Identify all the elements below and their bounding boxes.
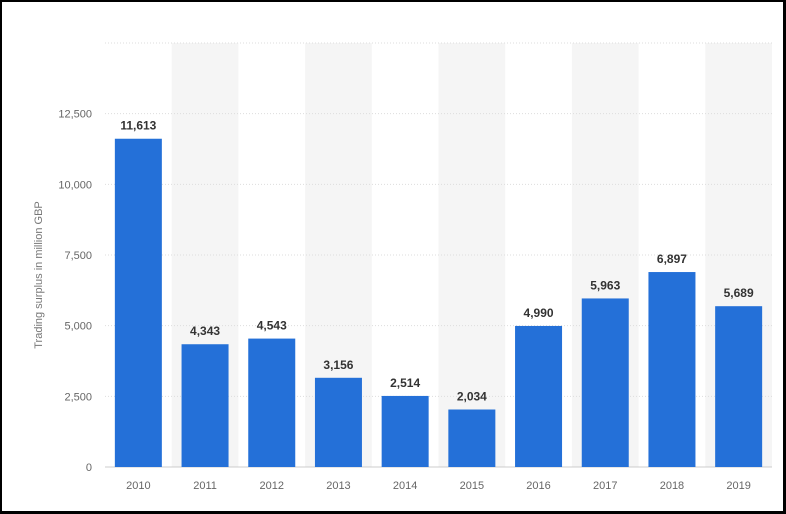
- data-label: 4,543: [257, 319, 287, 333]
- x-tick-label: 2018: [660, 480, 684, 492]
- data-label: 2,514: [390, 376, 420, 390]
- bar-2011: [181, 344, 229, 467]
- data-label: 2,034: [457, 390, 487, 404]
- x-tick-label: 2010: [126, 480, 150, 492]
- x-tick-label: 2013: [326, 480, 350, 492]
- bar-2019: [715, 306, 763, 467]
- data-label: 4,990: [524, 306, 554, 320]
- bar-2015: [448, 409, 496, 467]
- x-tick-label: 2017: [593, 480, 617, 492]
- y-tick-label: 7,500: [64, 250, 92, 262]
- bar-2018: [648, 272, 696, 467]
- y-axis-label: Trading surplus in million GBP: [33, 201, 45, 349]
- data-label: 5,963: [590, 278, 620, 292]
- bar-2016: [515, 325, 563, 467]
- data-label: 6,897: [657, 252, 687, 266]
- data-label: 5,689: [724, 286, 754, 300]
- data-label: 11,613: [120, 119, 156, 133]
- data-label: 3,156: [323, 358, 353, 372]
- x-tick-label: 2015: [460, 480, 484, 492]
- y-tick-label: 12,500: [58, 109, 92, 121]
- x-tick-label: 2012: [260, 480, 284, 492]
- bar-2017: [581, 298, 629, 467]
- y-tick-label: 10,000: [58, 179, 92, 191]
- x-tick-label: 2011: [193, 480, 217, 492]
- bar-2012: [248, 338, 296, 467]
- x-tick-label: 2019: [726, 480, 750, 492]
- y-tick-label: 5,000: [64, 321, 92, 333]
- y-tick-label: 0: [86, 462, 92, 474]
- y-tick-label: 2,500: [64, 391, 92, 403]
- bar-2013: [314, 377, 362, 467]
- x-tick-label: 2014: [393, 480, 417, 492]
- bar-2010: [114, 138, 162, 467]
- x-tick-label: 2016: [526, 480, 550, 492]
- bar-2014: [381, 395, 429, 467]
- data-label: 4,343: [190, 324, 220, 338]
